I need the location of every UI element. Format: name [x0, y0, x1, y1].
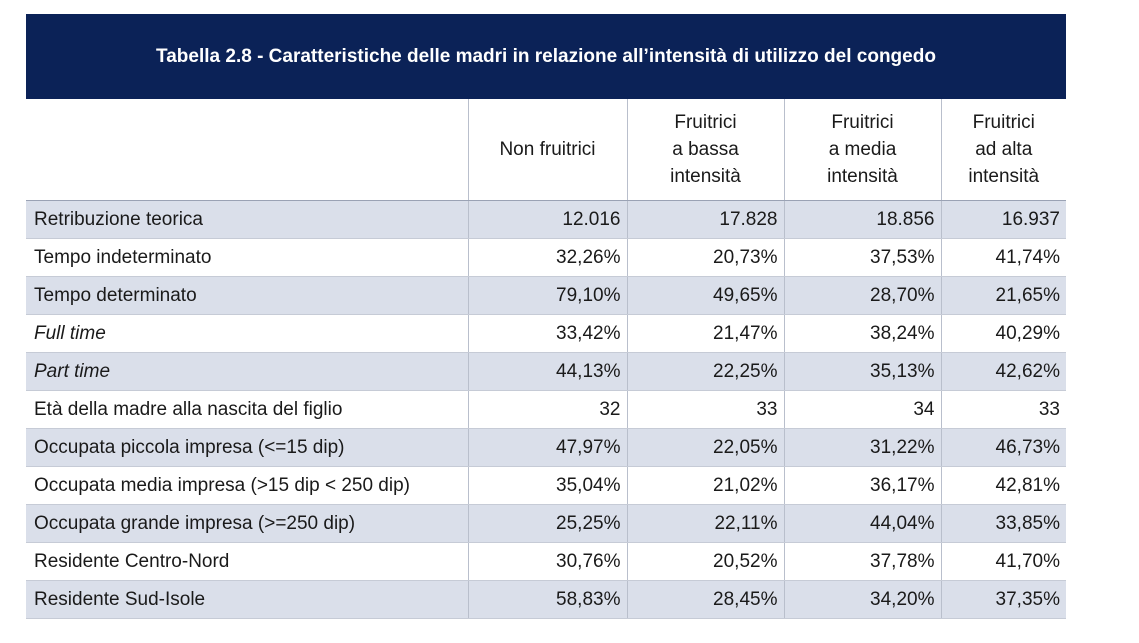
header-line: intensità	[827, 166, 898, 187]
cell-non-fruitrici: 32	[467, 390, 627, 429]
cell-non-fruitrici: 12.016	[467, 200, 627, 239]
header-line: Fruitrici	[831, 112, 894, 133]
header-alta-intensita: Fruitrici ad alta intensità	[940, 99, 1066, 201]
cell-alta: 42,62%	[940, 352, 1066, 391]
cell-bassa: 22,25%	[626, 352, 784, 391]
table-row: Retribuzione teorica 12.016 17.828 18.85…	[26, 200, 1066, 239]
row-label: Età della madre alla nascita del figlio	[26, 390, 468, 429]
cell-media: 34,20%	[783, 580, 941, 619]
header-line: Non fruitrici	[499, 139, 596, 160]
cell-non-fruitrici: 33,42%	[467, 314, 627, 353]
cell-alta: 42,81%	[940, 466, 1066, 505]
table-row: Full time 33,42% 21,47% 38,24% 40,29%	[26, 314, 1066, 353]
row-label: Residente Sud-Isole	[26, 580, 468, 619]
header-bassa-intensita: Fruitrici a bassa intensità	[626, 99, 784, 201]
table-row: Occupata grande impresa (>=250 dip) 25,2…	[26, 504, 1066, 543]
cell-bassa: 21,02%	[626, 466, 784, 505]
cell-alta: 16.937	[940, 200, 1066, 239]
table-row: Occupata media impresa (>15 dip < 250 di…	[26, 466, 1066, 505]
cell-media: 34	[783, 390, 941, 429]
cell-non-fruitrici: 58,83%	[467, 580, 627, 619]
cell-alta: 41,74%	[940, 238, 1066, 277]
cell-bassa: 33	[626, 390, 784, 429]
table-row: Part time 44,13% 22,25% 35,13% 42,62%	[26, 352, 1066, 391]
header-non-fruitrici: Non fruitrici	[467, 99, 627, 201]
cell-bassa: 17.828	[626, 200, 784, 239]
cell-media: 37,78%	[783, 542, 941, 581]
cell-non-fruitrici: 44,13%	[467, 352, 627, 391]
row-label: Tempo determinato	[26, 276, 468, 315]
row-label: Part time	[26, 352, 468, 391]
row-label: Full time	[26, 314, 468, 353]
cell-non-fruitrici: 35,04%	[467, 466, 627, 505]
table-body: Retribuzione teorica 12.016 17.828 18.85…	[26, 200, 1066, 619]
cell-non-fruitrici: 47,97%	[467, 428, 627, 467]
row-label: Occupata piccola impresa (<=15 dip)	[26, 428, 468, 467]
table-row: Età della madre alla nascita del figlio …	[26, 390, 1066, 429]
data-table: Non fruitrici Fruitrici a bassa intensit…	[26, 99, 1066, 619]
table-frame: Tabella 2.8 - Caratteristiche delle madr…	[26, 14, 1066, 619]
cell-alta: 33	[940, 390, 1066, 429]
cell-non-fruitrici: 30,76%	[467, 542, 627, 581]
header-line: a bassa	[672, 139, 739, 160]
cell-media: 31,22%	[783, 428, 941, 467]
cell-bassa: 21,47%	[626, 314, 784, 353]
cell-media: 37,53%	[783, 238, 941, 277]
cell-alta: 21,65%	[940, 276, 1066, 315]
table-row: Residente Centro-Nord 30,76% 20,52% 37,7…	[26, 542, 1066, 581]
cell-media: 28,70%	[783, 276, 941, 315]
cell-bassa: 28,45%	[626, 580, 784, 619]
header-line: a media	[828, 139, 897, 160]
header-line: Fruitrici	[674, 112, 737, 133]
table-row: Tempo determinato 79,10% 49,65% 28,70% 2…	[26, 276, 1066, 315]
header-media-intensita: Fruitrici a media intensità	[783, 99, 941, 201]
cell-media: 35,13%	[783, 352, 941, 391]
row-label: Occupata grande impresa (>=250 dip)	[26, 504, 468, 543]
cell-media: 36,17%	[783, 466, 941, 505]
cell-non-fruitrici: 32,26%	[467, 238, 627, 277]
cell-non-fruitrici: 79,10%	[467, 276, 627, 315]
cell-alta: 46,73%	[940, 428, 1066, 467]
header-line: ad alta	[975, 139, 1033, 160]
cell-bassa: 20,73%	[626, 238, 784, 277]
cell-bassa: 20,52%	[626, 542, 784, 581]
row-label: Tempo indeterminato	[26, 238, 468, 277]
table-row: Tempo indeterminato 32,26% 20,73% 37,53%…	[26, 238, 1066, 277]
table-row: Residente Sud-Isole 58,83% 28,45% 34,20%…	[26, 580, 1066, 619]
cell-alta: 37,35%	[940, 580, 1066, 619]
cell-media: 38,24%	[783, 314, 941, 353]
table-title: Tabella 2.8 - Caratteristiche delle madr…	[26, 14, 1066, 99]
cell-bassa: 49,65%	[626, 276, 784, 315]
cell-non-fruitrici: 25,25%	[467, 504, 627, 543]
header-line: intensità	[968, 166, 1040, 187]
header-line: Fruitrici	[972, 112, 1035, 133]
cell-alta: 33,85%	[940, 504, 1066, 543]
cell-alta: 41,70%	[940, 542, 1066, 581]
cell-media: 18.856	[783, 200, 941, 239]
cell-alta: 40,29%	[940, 314, 1066, 353]
cell-bassa: 22,05%	[626, 428, 784, 467]
header-line: intensità	[670, 166, 741, 187]
header-empty	[26, 99, 468, 201]
header-row: Non fruitrici Fruitrici a bassa intensit…	[26, 99, 1066, 201]
cell-media: 44,04%	[783, 504, 941, 543]
row-label: Residente Centro-Nord	[26, 542, 468, 581]
row-label: Occupata media impresa (>15 dip < 250 di…	[26, 466, 468, 505]
row-label: Retribuzione teorica	[26, 200, 468, 239]
cell-bassa: 22,11%	[626, 504, 784, 543]
table-row: Occupata piccola impresa (<=15 dip) 47,9…	[26, 428, 1066, 467]
